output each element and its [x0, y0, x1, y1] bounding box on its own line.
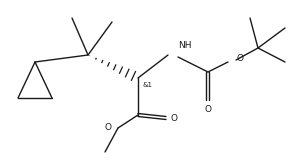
Text: O: O [205, 105, 212, 114]
Text: NH: NH [178, 41, 191, 50]
Text: O: O [171, 114, 178, 123]
Text: O: O [105, 124, 112, 132]
Text: &1: &1 [143, 82, 153, 88]
Text: O: O [237, 53, 244, 63]
